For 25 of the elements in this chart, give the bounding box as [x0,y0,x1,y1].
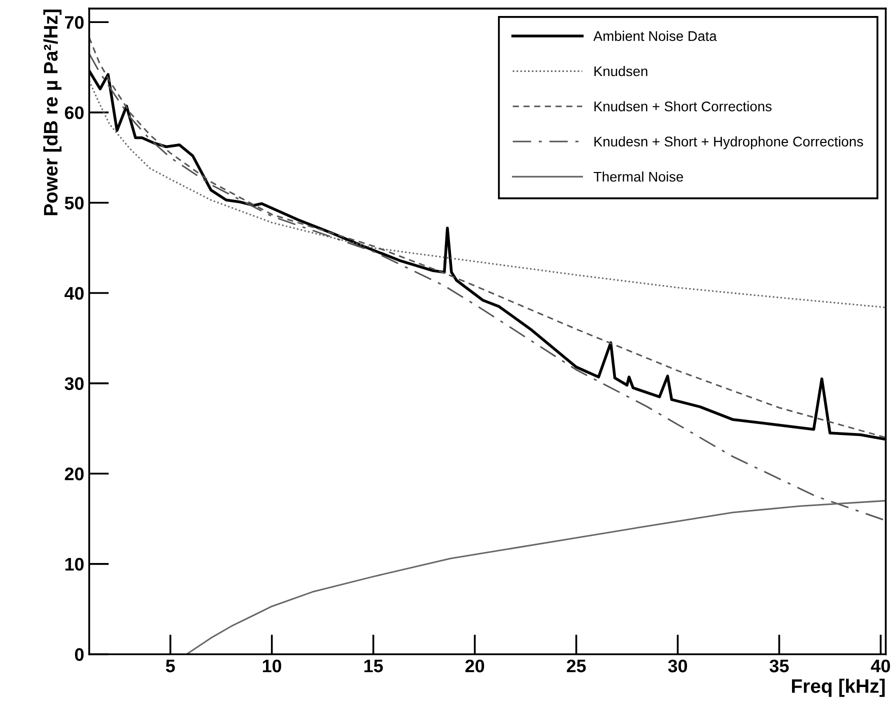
x-tick-label: 40 [870,660,890,672]
x-tick-label: 35 [770,660,789,672]
legend-label: Knudsen [594,66,648,76]
y-tick-label: 40 [64,286,84,300]
legend-label: Ambient Noise Data [593,30,717,42]
x-tick-label: 25 [566,660,586,672]
y-axis-title: Power [dB re µ Pa²/Hz] [43,10,62,216]
x-tick-label: 10 [262,660,282,672]
y-tick-label: 20 [64,468,84,480]
x-tick-label: 20 [465,660,484,672]
x-tick-label: 5 [166,660,175,672]
x-tick-label: 30 [668,660,688,672]
line-series [89,80,886,308]
y-tick-label: 0 [75,648,84,661]
legend-label: Thermal Noise [594,171,684,182]
x-axis-title: Freq [kHz] [792,678,885,697]
x-tick-label: 15 [364,660,383,672]
line-series [186,500,886,654]
y-tick-label: 10 [65,558,84,571]
y-tick-label: 30 [64,377,84,390]
legend-label: Knudsen + Short Corrections [594,101,772,112]
legend-label: Knudesn + Short + Hydrophone Corrections [594,136,864,150]
y-tick-label: 50 [64,196,84,210]
y-tick-label: 60 [64,106,84,120]
y-tick-label: 70 [65,16,84,29]
